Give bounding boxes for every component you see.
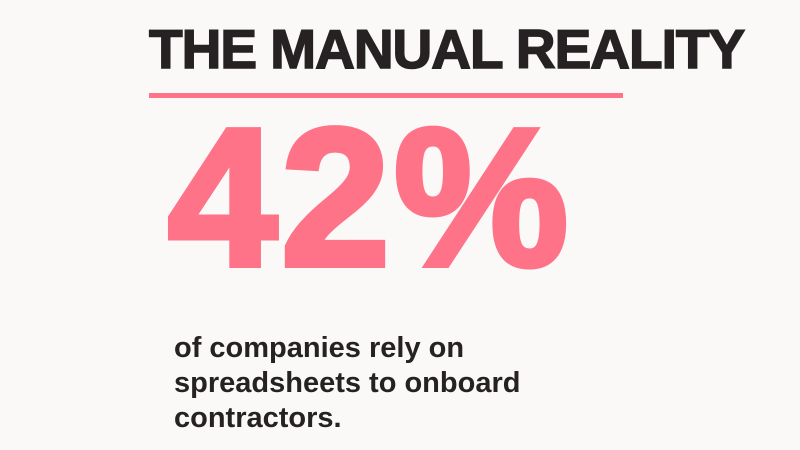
title-underline (149, 93, 623, 98)
stat-value: 42% (165, 88, 573, 307)
stat-description: of companies rely on spreadsheets to onb… (174, 332, 521, 434)
slide-title: THE MANUAL REALITY (148, 18, 746, 80)
